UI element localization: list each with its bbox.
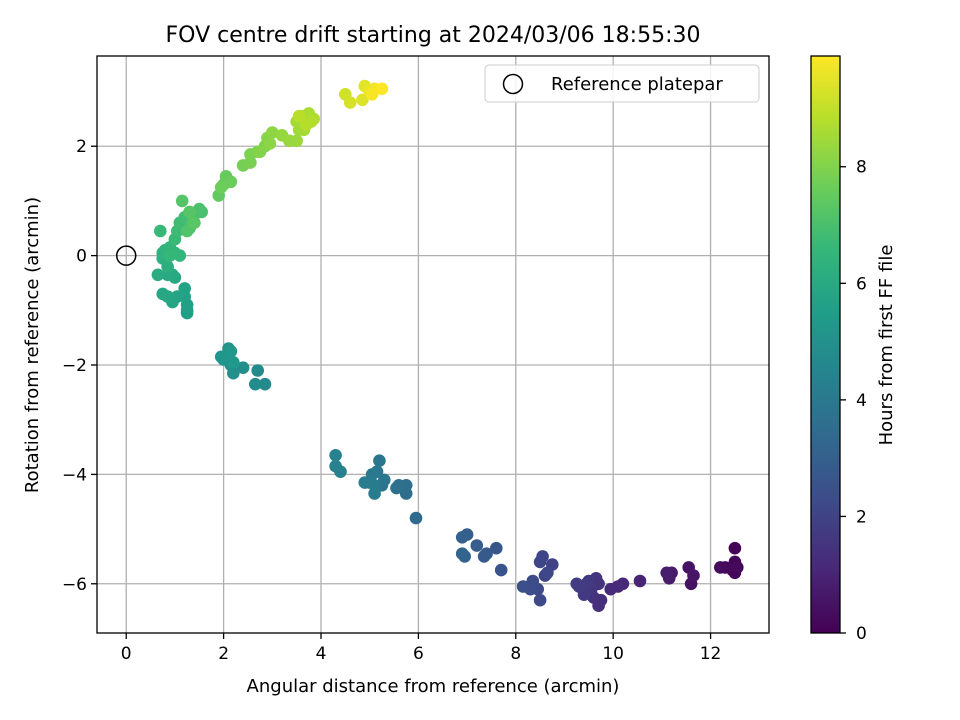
x-tick-label: 6 bbox=[413, 644, 424, 664]
data-point bbox=[477, 550, 491, 563]
colorbar-frame bbox=[810, 55, 841, 634]
legend: Reference platepar bbox=[484, 64, 760, 103]
data-point bbox=[180, 224, 194, 238]
legend-box bbox=[484, 64, 760, 103]
colorbar-tick-label: 8 bbox=[856, 158, 867, 178]
colorbar-ticks: 0 2 4 6 8 bbox=[840, 158, 867, 644]
data-point bbox=[227, 356, 240, 369]
data-point bbox=[455, 547, 469, 560]
data-point bbox=[263, 137, 277, 150]
data-point bbox=[378, 473, 391, 487]
legend-reference-marker bbox=[502, 73, 524, 95]
data-points bbox=[151, 79, 744, 612]
data-point bbox=[390, 481, 403, 495]
data-point bbox=[356, 93, 369, 107]
data-point bbox=[494, 563, 508, 577]
data-point bbox=[151, 268, 165, 282]
data-point bbox=[516, 580, 530, 593]
data-point bbox=[292, 109, 306, 123]
data-point bbox=[156, 287, 169, 301]
data-point bbox=[258, 377, 272, 391]
reference-point bbox=[115, 245, 137, 266]
data-point bbox=[290, 134, 304, 148]
x-tick-label: 10 bbox=[602, 644, 624, 664]
y-tick-label: −6 bbox=[62, 575, 87, 595]
data-point bbox=[714, 561, 727, 574]
y-tick-label: −4 bbox=[62, 465, 87, 485]
colorbar-tick-label: 0 bbox=[856, 624, 867, 644]
data-point bbox=[224, 345, 238, 358]
data-point bbox=[533, 555, 547, 569]
colorbar-tick-label: 4 bbox=[856, 391, 867, 411]
legend-entry-reference: Reference platepar bbox=[551, 74, 723, 95]
colorbar-tick-label: 6 bbox=[856, 274, 867, 294]
x-tick-label: 2 bbox=[218, 644, 229, 664]
data-point bbox=[251, 364, 264, 377]
data-point bbox=[731, 561, 744, 574]
colorbar bbox=[811, 56, 840, 633]
data-point bbox=[409, 511, 423, 525]
y-axis-ticks: −6 −4 −2 0 2 bbox=[62, 137, 97, 595]
data-point bbox=[728, 541, 742, 555]
data-point bbox=[570, 577, 583, 591]
data-point bbox=[193, 202, 206, 216]
data-point bbox=[455, 531, 469, 544]
chart-title: FOV centre drift starting at 2024/03/06 … bbox=[166, 23, 701, 48]
data-point bbox=[343, 96, 357, 109]
data-point bbox=[188, 216, 201, 230]
x-tick-label: 0 bbox=[121, 644, 132, 664]
data-point bbox=[178, 282, 191, 295]
plot-frame bbox=[96, 55, 770, 634]
data-point bbox=[358, 476, 372, 489]
data-point bbox=[490, 541, 503, 555]
data-point bbox=[175, 194, 189, 208]
data-point bbox=[533, 593, 547, 607]
data-point bbox=[300, 118, 313, 131]
x-tick-label: 4 bbox=[316, 644, 327, 664]
data-point bbox=[660, 566, 673, 580]
colorbar-tick-label: 2 bbox=[856, 507, 867, 527]
data-point bbox=[373, 454, 386, 468]
grid bbox=[97, 56, 769, 633]
reference-platepar-marker bbox=[115, 245, 137, 266]
x-tick-label: 12 bbox=[700, 644, 722, 664]
data-point bbox=[368, 487, 381, 500]
data-point bbox=[266, 126, 279, 139]
data-point bbox=[253, 145, 267, 158]
data-point bbox=[249, 377, 262, 391]
y-tick-label: 2 bbox=[76, 137, 87, 157]
data-point bbox=[154, 224, 167, 238]
y-tick-label: 0 bbox=[76, 247, 87, 267]
data-point bbox=[329, 449, 342, 462]
data-point bbox=[329, 459, 342, 473]
data-point bbox=[541, 566, 554, 580]
data-point bbox=[687, 569, 700, 582]
y-tick-label: −2 bbox=[62, 356, 87, 376]
data-point bbox=[604, 582, 617, 596]
x-axis-ticks: 0 2 4 6 8 10 12 bbox=[121, 633, 722, 664]
x-tick-label: 8 bbox=[510, 644, 521, 664]
data-point bbox=[183, 205, 196, 219]
x-axis-label: Angular distance from reference (arcmin) bbox=[247, 676, 620, 697]
data-point bbox=[224, 175, 238, 189]
data-point bbox=[375, 82, 389, 96]
data-point bbox=[365, 88, 379, 101]
data-point bbox=[470, 539, 484, 552]
data-point bbox=[214, 350, 228, 364]
data-point bbox=[633, 574, 647, 588]
data-point bbox=[163, 249, 177, 262]
data-point bbox=[173, 249, 187, 262]
y-axis-label: Rotation from reference (arcmin) bbox=[22, 197, 43, 493]
data-point bbox=[236, 361, 250, 375]
colorbar-label: Hours from first FF file bbox=[876, 245, 897, 446]
data-point bbox=[214, 181, 228, 194]
